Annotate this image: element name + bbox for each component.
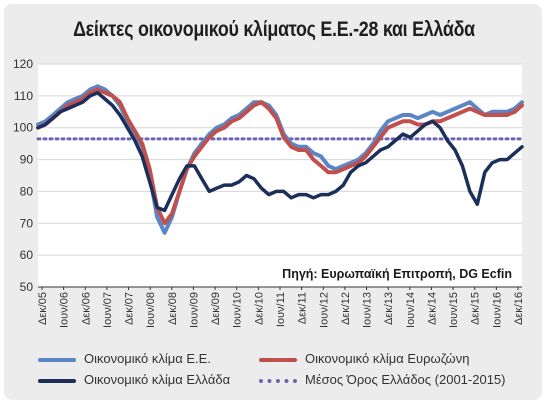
chart-legend: Οικονομικό κλίμα Ε.Ε. Οικονομικό κλίμα Ε… (0, 340, 548, 400)
x-tick-label: Ιουν/12 (318, 292, 330, 328)
x-tick-label: Δεκ/05 (37, 292, 49, 325)
x-tick-label: Δεκ/10 (253, 292, 265, 325)
x-tick-label: Δεκ/09 (210, 292, 222, 325)
x-tick-label: Δεκ/07 (124, 292, 136, 325)
x-tick-label: Ιουν/15 (448, 292, 460, 328)
legend-item-greece: Οικονομικό κλίμα Ελλάδα (38, 372, 230, 387)
legend-label-greece: Οικονομικό κλίμα Ελλάδα (84, 372, 231, 387)
y-tick-label: 70 (20, 216, 34, 230)
x-tick-label: Ιουν/13 (362, 292, 374, 328)
x-tick-label: Ιουν/06 (59, 292, 71, 328)
x-tick-label: Δεκ/15 (470, 292, 482, 325)
legend-label-greece-avg: Μέσος Όρος Ελλάδος (2001-2015) (305, 372, 506, 387)
x-tick-label: Δεκ/14 (426, 292, 438, 325)
y-tick-label: 120 (13, 57, 33, 71)
legend-swatch-greece (38, 378, 76, 383)
y-tick-label: 100 (13, 121, 33, 135)
series-line-greece (36, 90, 524, 213)
plot-area (38, 64, 522, 287)
x-tick-label: Δεκ/06 (80, 292, 92, 325)
legend-item-euro: Οικονομικό κλίμα Ευρωζώνη (259, 351, 469, 366)
source-note: Πηγή: Ευρωπαϊκή Επιτροπή, DG Ecfin (282, 267, 512, 281)
x-tick-label: Δεκ/12 (340, 292, 352, 325)
x-tick-label: Ιουν/07 (102, 292, 114, 328)
y-tick-label: 80 (20, 184, 34, 198)
series-line-euro (36, 87, 524, 226)
x-tick-label: Ιουν/16 (491, 292, 503, 328)
x-tick-label: Δεκ/08 (167, 292, 179, 325)
y-tick-label: 90 (20, 153, 34, 167)
legend-label-euro: Οικονομικό κλίμα Ευρωζώνη (305, 351, 470, 366)
x-tick-label: Δεκ/11 (297, 292, 309, 324)
x-tick-label: Ιουν/08 (145, 292, 157, 328)
legend-label-eu: Οικονομικό κλίμα Ε.Ε. (84, 351, 211, 366)
y-tick-label: 50 (20, 280, 34, 294)
x-tick-label: Δεκ/16 (513, 292, 525, 325)
legend-swatch-greece-avg (259, 378, 297, 383)
x-tick-label: Δεκ/13 (383, 292, 395, 325)
x-tick-label: Ιουν/10 (232, 292, 244, 328)
legend-swatch-euro (259, 357, 297, 362)
legend-swatch-eu (38, 357, 76, 362)
chart-title: Δείκτες οικονομικού κλίματος Ε.Ε.-28 και… (73, 18, 475, 41)
x-tick-label: Ιουν/09 (188, 292, 200, 328)
legend-item-eu: Οικονομικό κλίμα Ε.Ε. (38, 351, 211, 366)
y-tick-label: 110 (14, 89, 33, 103)
legend-item-greece-avg: Μέσος Όρος Ελλάδος (2001-2015) (259, 372, 505, 387)
x-tick-label: Ιουν/11 (275, 292, 287, 327)
y-tick-label: 60 (20, 248, 34, 262)
x-tick-label: Ιουν/14 (405, 292, 417, 328)
